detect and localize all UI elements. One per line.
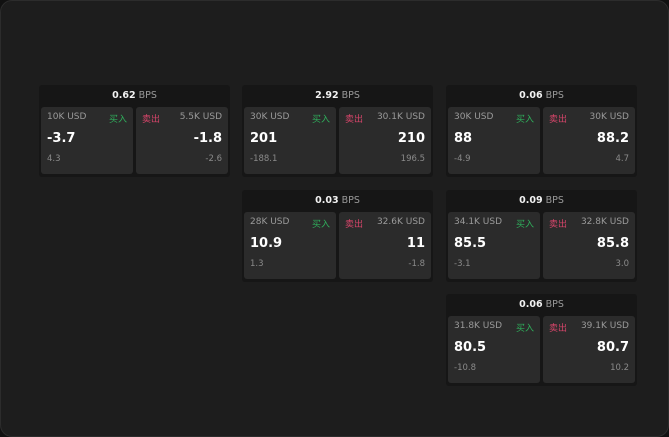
sell-size: 30.1K USD [376,112,425,122]
buy-price: 10.9 [250,236,283,251]
sell-price: 85.8 [596,236,629,251]
buy-change: 4.3 [47,154,61,164]
spread-unit: BPS [341,195,360,206]
buy-change: -10.8 [454,363,476,373]
quote-card: 0.03 BPS 28K USD 买入 10.9 1.3 卖出 32.6K USD … [242,190,433,282]
spread-unit: BPS [341,90,360,101]
buy-size: 31.8K USD [454,321,503,331]
buy-size: 34.1K USD [454,217,503,227]
sell-size: 39.1K USD [580,321,629,331]
sell-pane[interactable]: 卖出 30K USD 88.2 4.7 [543,107,635,174]
buy-size: 30K USD [454,112,494,122]
buy-pane[interactable]: 31.8K USD 买入 80.5 -10.8 [448,316,540,383]
quote-card: 0.09 BPS 34.1K USD 买入 85.5 -3.1 卖出 32.8K U… [446,190,637,282]
sell-pane[interactable]: 卖出 32.8K USD 85.8 3.0 [543,212,635,279]
spread-unit: BPS [545,90,564,101]
sell-change: 4.7 [615,154,629,164]
sell-price: 88.2 [596,131,629,146]
sell-size: 32.8K USD [580,217,629,227]
buy-change: -4.9 [454,154,471,164]
buy-price: 80.5 [454,340,487,355]
sell-pane[interactable]: 卖出 5.5K USD -1.8 -2.6 [136,107,228,174]
buy-label: 买入 [311,220,330,230]
sell-pane[interactable]: 卖出 30.1K USD 210 196.5 [339,107,431,174]
spread-value: 2.92 [315,90,339,101]
spread-value: 0.06 [519,299,543,310]
sell-change: 3.0 [615,259,629,269]
sell-change: -1.8 [408,259,425,269]
sell-label: 卖出 [142,115,161,125]
buy-label: 买入 [515,220,534,230]
quote-card: 0.62 BPS 10K USD 买入 -3.7 4.3 卖出 5.5K USD -… [39,85,230,177]
spread-value: 0.06 [519,90,543,101]
buy-pane[interactable]: 30K USD 买入 88 -4.9 [448,107,540,174]
sell-price: -1.8 [193,131,222,146]
spread-header: 0.06 BPS [446,85,637,106]
spread-unit: BPS [545,299,564,310]
spread-header: 0.03 BPS [242,190,433,211]
sell-label: 卖出 [345,115,364,125]
quote-card: 0.06 BPS 30K USD 买入 88 -4.9 卖出 30K USD 88.… [446,85,637,177]
sell-size: 30K USD [589,112,629,122]
quote-card: 2.92 BPS 30K USD 买入 201 -188.1 卖出 30.1K US… [242,85,433,177]
buy-change: 1.3 [250,259,264,269]
sell-label: 卖出 [345,220,364,230]
sell-price: 210 [397,131,425,146]
buy-pane[interactable]: 28K USD 买入 10.9 1.3 [244,212,336,279]
buy-size: 10K USD [47,112,87,122]
buy-change: -188.1 [250,154,278,164]
buy-price: 88 [454,131,473,146]
spread-header: 2.92 BPS [242,85,433,106]
spread-header: 0.09 BPS [446,190,637,211]
spread-header: 0.06 BPS [446,294,637,315]
quote-card: 0.06 BPS 31.8K USD 买入 80.5 -10.8 卖出 39.1K … [446,294,637,386]
sell-pane[interactable]: 卖出 39.1K USD 80.7 10.2 [543,316,635,383]
spread-header: 0.62 BPS [39,85,230,106]
sell-change: 10.2 [610,363,629,373]
buy-label: 买入 [515,115,534,125]
buy-label: 买入 [311,115,330,125]
buy-price: 85.5 [454,236,487,251]
spread-value: 0.09 [519,195,543,206]
spread-unit: BPS [138,90,157,101]
spread-unit: BPS [545,195,564,206]
buy-change: -3.1 [454,259,471,269]
spread-value: 0.62 [112,90,136,101]
buy-pane[interactable]: 10K USD 买入 -3.7 4.3 [41,107,133,174]
sell-size: 5.5K USD [179,112,222,122]
sell-change: 196.5 [400,154,425,164]
sell-label: 卖出 [549,324,568,334]
buy-pane[interactable]: 34.1K USD 买入 85.5 -3.1 [448,212,540,279]
sell-change: -2.6 [205,154,222,164]
buy-price: 201 [250,131,278,146]
sell-label: 卖出 [549,115,568,125]
sell-label: 卖出 [549,220,568,230]
sell-pane[interactable]: 卖出 32.6K USD 11 -1.8 [339,212,431,279]
sell-size: 32.6K USD [376,217,425,227]
buy-pane[interactable]: 30K USD 买入 201 -188.1 [244,107,336,174]
buy-price: -3.7 [47,131,76,146]
buy-label: 买入 [515,324,534,334]
sell-price: 80.7 [596,340,629,355]
buy-size: 30K USD [250,112,290,122]
buy-label: 买入 [108,115,127,125]
spread-value: 0.03 [315,195,339,206]
sell-price: 11 [406,236,425,251]
buy-size: 28K USD [250,217,290,227]
